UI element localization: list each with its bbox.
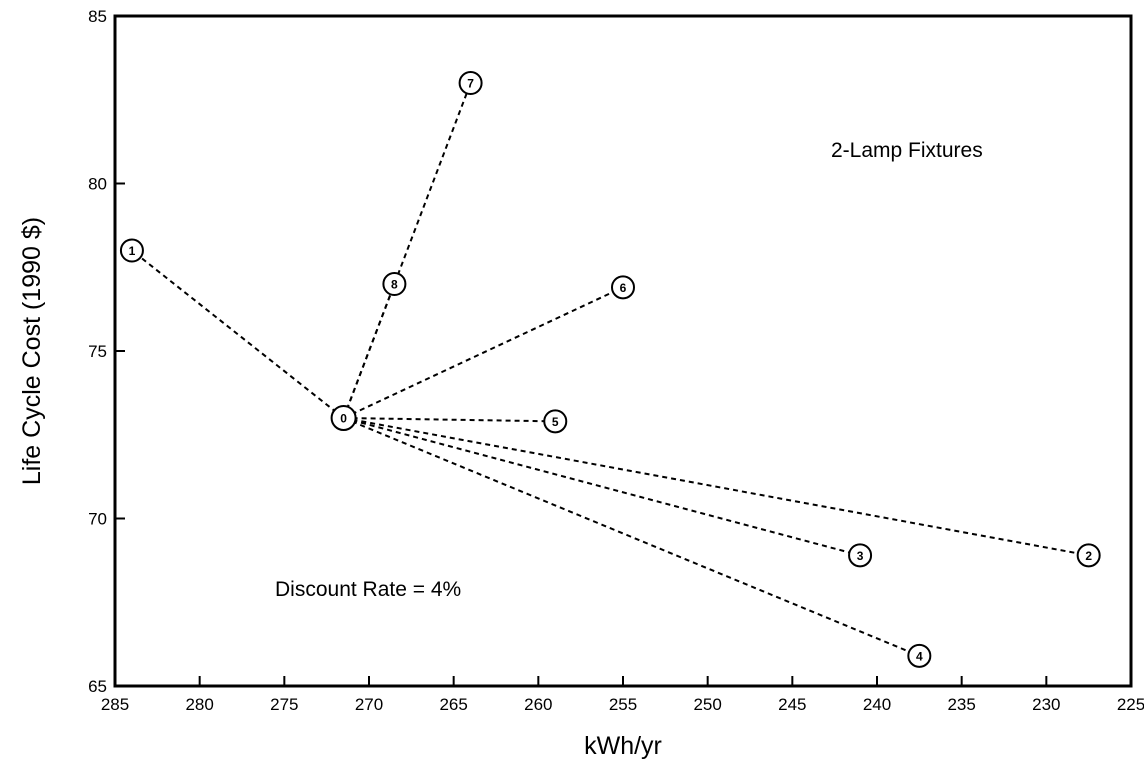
point-marker-4 (907, 643, 932, 668)
connector-0-5 (343, 417, 556, 423)
x-tick-label-260: 260 (524, 695, 552, 714)
y-tick-label-80: 80 (88, 175, 107, 194)
y-tick-label-70: 70 (88, 510, 107, 529)
x-tick-label-265: 265 (439, 695, 467, 714)
annotation-discount-rate: Discount Rate = 4% (275, 578, 461, 601)
connector-0-1 (131, 249, 345, 419)
x-tick-label-240: 240 (863, 695, 891, 714)
point-marker-8 (382, 272, 407, 296)
point-marker-1 (119, 238, 144, 263)
x-tick-label-280: 280 (185, 695, 213, 714)
point-marker-6-label: 6 (620, 281, 627, 295)
point-marker-4-label: 4 (916, 649, 923, 663)
y-axis: 65 70 75 80 85 (88, 7, 125, 696)
connector-0-6 (343, 286, 624, 419)
x-tick-label-230: 230 (1032, 695, 1060, 714)
x-tick-label-255: 255 (609, 695, 637, 714)
point-marker-7 (458, 71, 483, 95)
x-axis-title: kWh/yr (584, 732, 662, 760)
point-marker-2 (1076, 543, 1101, 568)
point-markers: 1 2 3 4 5 6 7 8 0 (119, 71, 1101, 668)
x-tick-label-250: 250 (693, 695, 721, 714)
point-marker-1-label: 1 (129, 244, 136, 258)
connector-0-4 (343, 417, 920, 657)
annotation-fixture-type: 2-Lamp Fixtures (831, 139, 983, 162)
connector-0-8 (342, 283, 396, 419)
point-marker-3 (848, 543, 873, 568)
point-marker-2-label: 2 (1085, 549, 1092, 563)
x-tick-label-245: 245 (778, 695, 806, 714)
point-marker-6 (611, 275, 635, 300)
y-axis-title: Life Cycle Cost (1990 $) (18, 217, 46, 485)
x-tick-label-270: 270 (355, 695, 383, 714)
x-tick-label-235: 235 (947, 695, 975, 714)
x-tick-label-225: 225 (1117, 695, 1144, 714)
plot-frame (113, 14, 1133, 688)
point-marker-3-label: 3 (857, 549, 864, 563)
y-tick-label-85: 85 (88, 7, 107, 26)
y-tick-label-75: 75 (88, 342, 107, 361)
point-marker-7-label: 7 (467, 77, 474, 91)
point-marker-0-label: 0 (340, 412, 347, 426)
connector-lines (131, 82, 1089, 657)
y-tick-label-65: 65 (88, 677, 107, 696)
point-marker-8-label: 8 (391, 278, 398, 292)
connector-0-7 (342, 82, 472, 419)
x-tick-label-275: 275 (270, 695, 298, 714)
point-marker-5-label: 5 (552, 415, 559, 429)
point-marker-0 (330, 405, 357, 431)
point-marker-5 (543, 409, 568, 434)
connector-0-2 (343, 417, 1089, 557)
x-tick-label-285: 285 (101, 695, 129, 714)
x-axis: 285 280 275 270 265 260 255 250 245 240 235 230 225 (101, 676, 1144, 714)
connector-0-3 (343, 417, 861, 557)
